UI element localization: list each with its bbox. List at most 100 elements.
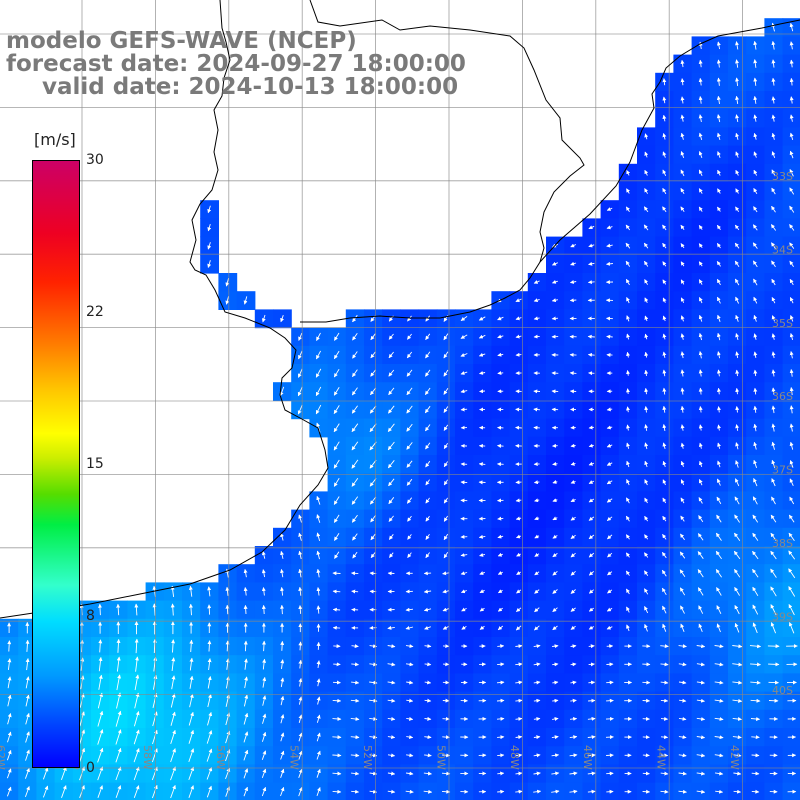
wind-arrow: [588, 680, 596, 685]
wind-arrow: [316, 605, 321, 614]
wind-speed-cell: [782, 546, 800, 565]
wind-speed-cell: [782, 600, 800, 620]
wind-speed-cell: [782, 145, 800, 165]
wind-arrow: [660, 698, 669, 703]
wind-arrow: [478, 462, 486, 467]
wind-speed-cell: [782, 273, 800, 292]
wind-arrow: [332, 589, 341, 594]
wind-arrow: [97, 603, 102, 616]
wind-arrow: [460, 407, 468, 412]
wind-speed-cell: [782, 127, 800, 147]
wind-speed-cell: [782, 200, 800, 219]
wind-arrow: [496, 680, 505, 685]
wind-arrow: [551, 389, 559, 394]
wind-arrow: [243, 640, 248, 652]
latitude-label: 40S: [772, 684, 793, 697]
colorbar-tick-8: 8: [86, 608, 95, 624]
wind-arrow: [751, 789, 760, 794]
wind-arrow: [587, 334, 595, 339]
wind-arrow: [479, 389, 486, 394]
wind-speed-cell: [782, 182, 800, 201]
wind-arrow: [261, 604, 266, 615]
latitude-label: 37S: [772, 464, 793, 477]
wind-arrow: [588, 698, 596, 703]
wind-arrow: [332, 735, 342, 740]
wind-speed-cell: [782, 436, 800, 456]
wind-arrow: [280, 604, 285, 615]
wind-arrow: [497, 371, 504, 376]
wind-arrow: [588, 662, 595, 667]
wind-arrow: [533, 407, 541, 412]
wind-arrow: [497, 753, 505, 758]
wind-arrow: [588, 644, 595, 649]
wind-arrow: [332, 607, 341, 612]
latitude-label: 34S: [772, 243, 793, 256]
wind-arrow: [587, 280, 595, 285]
longitude-label: 50W: [434, 745, 447, 770]
wind-arrow: [225, 640, 230, 652]
longitude-label: 48W: [508, 745, 521, 770]
wind-speed-cell: [782, 109, 800, 128]
wind-speed-cell: [782, 327, 800, 347]
colorbar-tick-30: 30: [86, 152, 104, 168]
wind-speed-cell: [782, 291, 800, 310]
wind-arrow: [496, 698, 505, 703]
colorbar-tick-22: 22: [86, 304, 104, 320]
wind-arrow: [751, 753, 760, 758]
wind-arrow: [660, 716, 669, 721]
wind-arrow: [533, 334, 540, 339]
wind-arrow: [496, 716, 505, 721]
wind-arrow: [351, 571, 359, 576]
colorbar-tick-15: 15: [86, 456, 104, 472]
wind-arrow: [606, 334, 613, 339]
wind-arrow: [332, 698, 342, 703]
colorbar-unit: [m/s]: [34, 130, 76, 149]
wind-arrow: [460, 480, 468, 485]
wind-speed-cell: [782, 582, 800, 602]
colorbar-tick-0: 0: [86, 760, 95, 776]
wind-speed-cell: [782, 527, 800, 547]
wind-arrow: [587, 352, 595, 357]
wind-speed-cell: [782, 618, 800, 638]
longitude-label: 56W: [214, 745, 227, 770]
wind-arrow: [298, 641, 303, 651]
wind-arrow: [515, 352, 522, 357]
latitude-label: 39S: [772, 610, 793, 623]
wind-arrow: [751, 735, 760, 740]
wind-arrow: [497, 789, 505, 794]
latitude-label: 38S: [772, 537, 793, 550]
wind-arrow: [569, 371, 577, 376]
wind-arrow: [332, 753, 342, 758]
wind-arrow: [225, 604, 230, 615]
wind-arrow: [751, 771, 760, 776]
wind-arrow: [280, 640, 285, 651]
wind-speed-cell: [782, 564, 800, 583]
wind-arrow: [332, 789, 342, 794]
wind-arrow: [207, 640, 212, 652]
latitude-label: 35S: [772, 317, 793, 330]
wind-speed-cell: [782, 254, 800, 274]
wind-arrow: [332, 771, 342, 776]
wind-arrow: [515, 425, 522, 430]
longitude-label: 46W: [581, 745, 594, 770]
wind-arrow: [351, 589, 359, 594]
wind-arrow: [626, 388, 630, 394]
wind-arrow: [497, 735, 505, 740]
wind-arrow: [497, 644, 505, 649]
wind-arrow: [497, 662, 505, 667]
longitude-label: 54W: [288, 745, 301, 770]
longitude-label: 62W: [0, 745, 7, 770]
longitude-label: 44W: [655, 745, 668, 770]
wind-arrow: [497, 443, 504, 448]
longitude-label: 42W: [728, 745, 741, 770]
wind-arrow: [261, 640, 266, 652]
wind-speed-cell: [782, 509, 800, 529]
wind-arrow: [298, 605, 303, 614]
wind-arrow: [7, 640, 12, 652]
wind-arrow: [332, 716, 342, 721]
latitude-label: 36S: [772, 390, 793, 403]
colorbar: [32, 160, 80, 768]
wind-arrow: [207, 604, 212, 615]
wind-speed-cell: [782, 218, 800, 238]
